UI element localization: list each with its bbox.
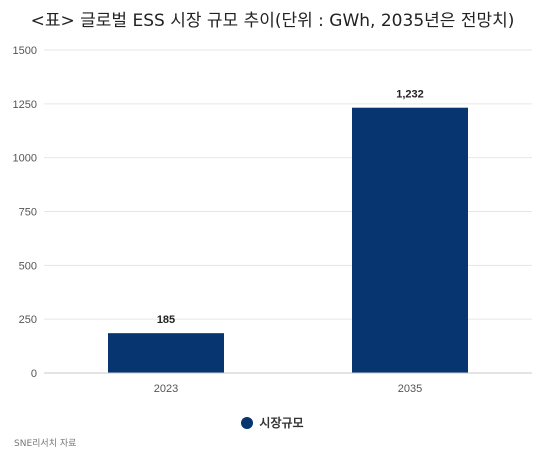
legend-swatch [241, 416, 254, 429]
x-tick-label: 2035 [398, 383, 422, 395]
y-tick-label: 1250 [13, 99, 37, 111]
y-axis: 0 250 500 750 1000 1250 1500 [13, 45, 37, 380]
chart-title: <표> 글로벌 ESS 시장 규모 추이(단위 : GWh, 2035년은 전망… [30, 11, 515, 31]
y-tick-label: 500 [19, 260, 37, 272]
data-label-2023: 185 [157, 314, 175, 326]
data-labels: 185 1,232 [157, 89, 424, 326]
data-label-2035: 1,232 [396, 89, 424, 101]
x-tick-label: 2023 [154, 383, 178, 395]
legend-label: 시장규모 [259, 416, 304, 430]
bar-2023 [108, 333, 224, 373]
y-tick-label: 0 [31, 368, 37, 380]
legend: 시장규모 [0, 414, 545, 431]
y-tick-label: 250 [19, 314, 37, 326]
y-tick-label: 1000 [13, 153, 37, 165]
y-tick-label: 1500 [13, 45, 37, 57]
bar-2035 [352, 107, 468, 373]
source-note: SNE리서치 자료 [14, 439, 77, 449]
y-tick-label: 750 [19, 207, 37, 219]
bars [108, 107, 468, 373]
x-axis: 2023 2035 [44, 372, 532, 395]
